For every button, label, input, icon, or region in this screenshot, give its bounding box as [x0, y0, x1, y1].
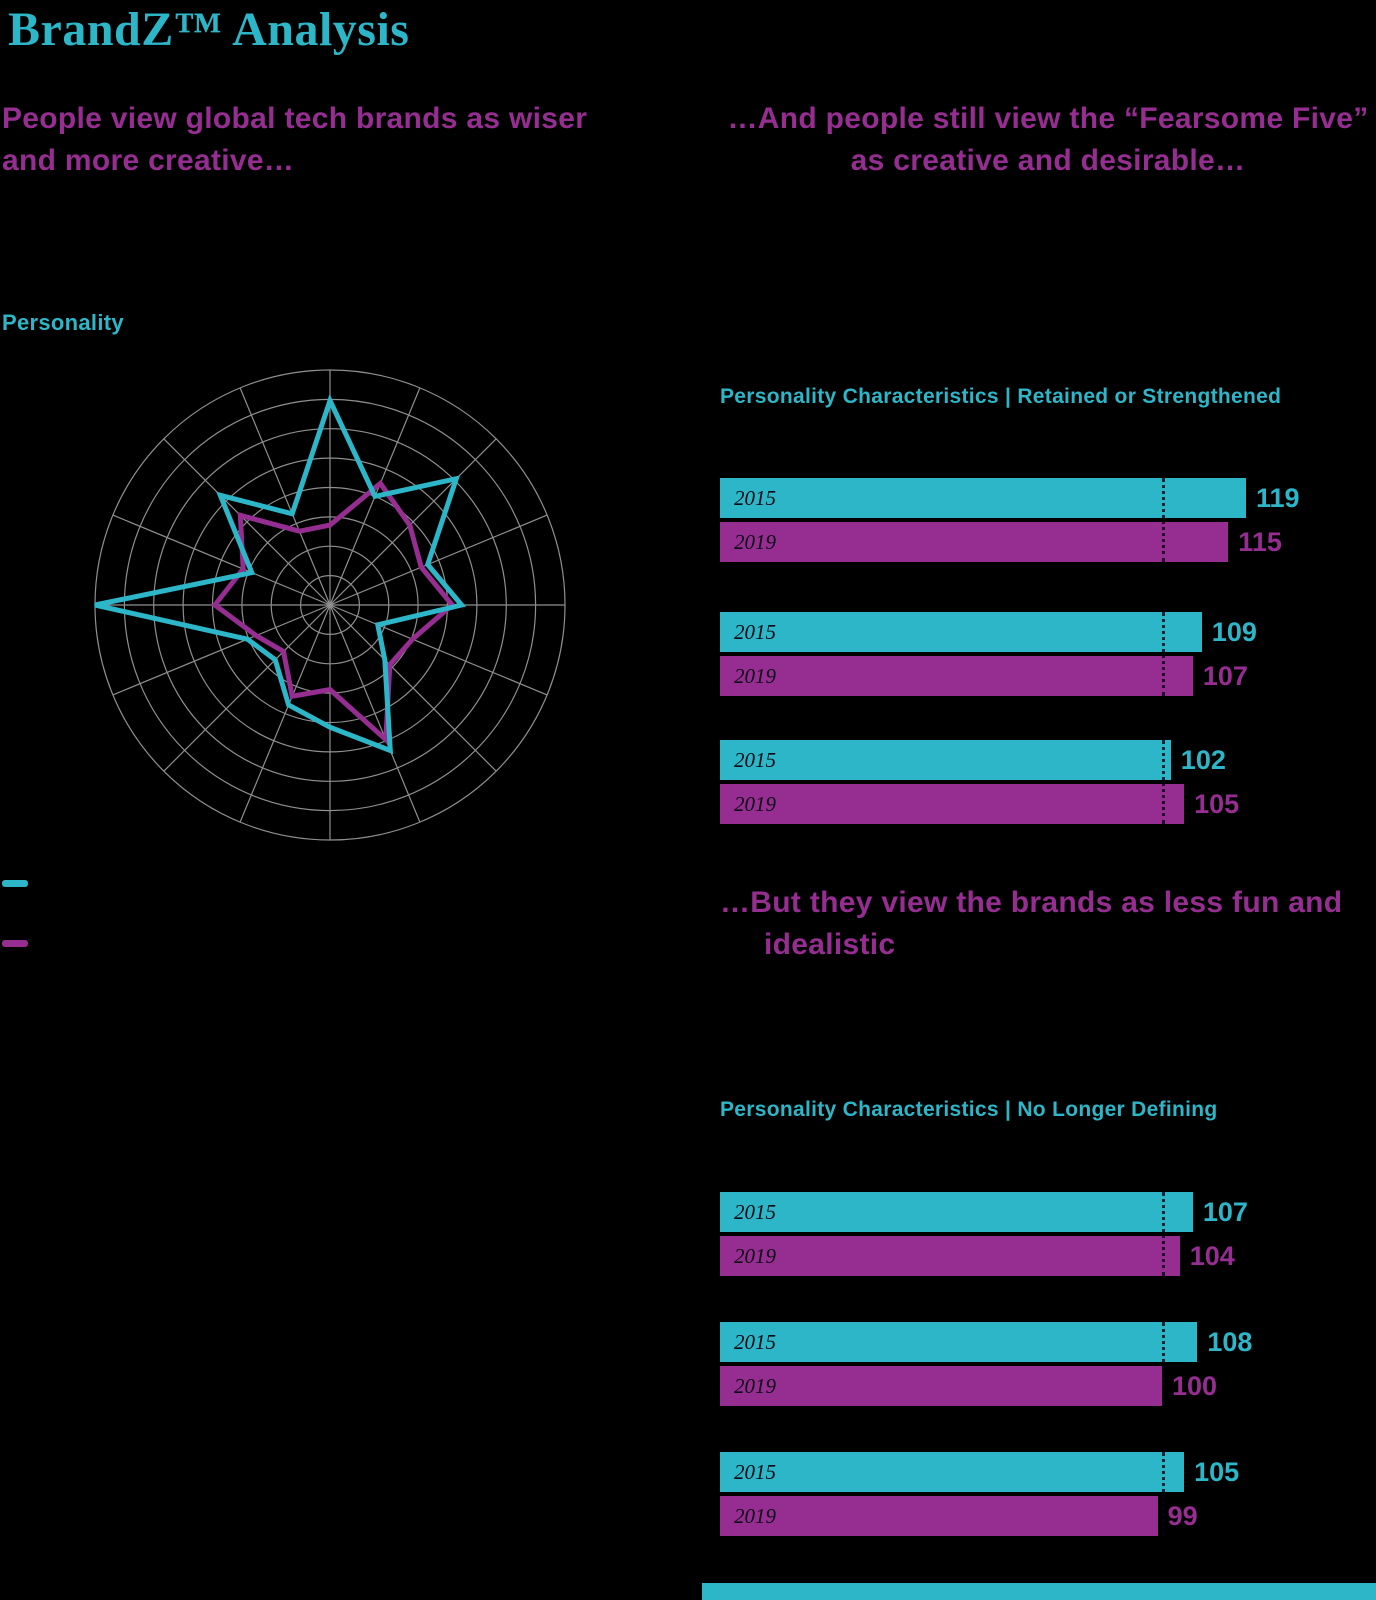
bar-group-retained-3: 2015 102 2019 105 [720, 740, 1376, 828]
bar-year-label: 2019 [734, 529, 776, 554]
bar-2019: 2019 [720, 1496, 1158, 1536]
bar-2015: 2015 [720, 1322, 1198, 1362]
radar-chart [94, 369, 566, 841]
legend-dash-2015 [2, 880, 28, 887]
right-heading-top: …And people still view the “Fearsome Fiv… [727, 102, 1369, 177]
radar-grid-spoke [329, 438, 497, 606]
bar-row: 2015 105 [720, 1452, 1376, 1492]
bar-year-label: 2015 [734, 1199, 776, 1224]
bar-year-label: 2015 [734, 619, 776, 644]
bar-row: 2015 102 [720, 740, 1376, 780]
bar-year-label: 2019 [734, 1373, 776, 1398]
bar-group-defining-2: 2015 108 2019 100 [720, 1322, 1376, 1410]
reference-line-100 [1162, 478, 1165, 562]
radar-series-2015 [94, 393, 467, 755]
bar-2019: 2019 [720, 1236, 1180, 1276]
bar-row: 2019 100 [720, 1366, 1376, 1406]
reference-line-100 [1162, 1322, 1165, 1406]
radar-grid-spoke [112, 604, 331, 696]
reference-line-100 [1162, 740, 1165, 824]
bar-value-label: 109 [1211, 616, 1257, 647]
bar-2015: 2015 [720, 740, 1171, 780]
left-heading: People view global tech brands as wiser … [2, 102, 588, 177]
bar-group-defining-1: 2015 107 2019 104 [720, 1192, 1376, 1280]
radar-grid-spoke [239, 387, 331, 606]
bar-row: 2015 107 [720, 1192, 1376, 1232]
footer-accent-bar [702, 1583, 1376, 1600]
radar-grid-spoke [329, 604, 548, 696]
bar-row: 2019 104 [720, 1236, 1376, 1276]
bar-value-label: 102 [1180, 744, 1226, 775]
bar-2019: 2019 [720, 522, 1229, 562]
reference-line-100 [1162, 1192, 1165, 1276]
reference-line-100 [1162, 1452, 1165, 1536]
bar-value-label: 100 [1172, 1370, 1218, 1401]
radar-title: Personality [2, 310, 124, 335]
radar-grid-spoke [239, 604, 331, 823]
bar-value-label: 99 [1167, 1500, 1198, 1531]
bar-value-label: 105 [1194, 1456, 1240, 1487]
page-title: BrandZ™ Analysis [8, 3, 410, 56]
radar-grid-spoke [329, 604, 497, 772]
legend-dash-2019 [2, 940, 28, 947]
bar-value-label: 105 [1194, 788, 1240, 819]
bar-year-label: 2019 [734, 663, 776, 688]
bar-2015: 2015 [720, 612, 1202, 652]
bar-year-label: 2015 [734, 1459, 776, 1484]
radar-grid-spoke [329, 514, 548, 606]
bar-2019: 2019 [720, 1366, 1162, 1406]
bar-row: 2015 119 [720, 478, 1376, 518]
reference-line-100 [1162, 612, 1165, 696]
bar-row: 2019 107 [720, 656, 1376, 696]
bar-group-retained-2: 2015 109 2019 107 [720, 612, 1376, 700]
bar-value-label: 107 [1202, 1196, 1248, 1227]
bar-year-label: 2015 [734, 485, 776, 510]
radar-grid-spoke [163, 438, 331, 606]
section-defining-label: Personality Characteristics | No Longer … [720, 1098, 1218, 1121]
bar-row: 2015 108 [720, 1322, 1376, 1362]
bar-value-label: 119 [1256, 482, 1300, 513]
bar-row: 2019 115 [720, 522, 1376, 562]
bar-year-label: 2015 [734, 1329, 776, 1354]
bar-value-label: 107 [1202, 660, 1248, 691]
bar-group-retained-1: 2015 119 2019 115 [720, 478, 1376, 566]
bar-group-defining-3: 2015 105 2019 99 [720, 1452, 1376, 1540]
bar-year-label: 2019 [734, 1243, 776, 1268]
bar-value-label: 104 [1189, 1240, 1235, 1271]
bar-row: 2019 105 [720, 784, 1376, 824]
bar-value-label: 115 [1238, 526, 1282, 557]
radar-grid-spoke [112, 514, 331, 606]
bar-row: 2015 109 [720, 612, 1376, 652]
bar-2015: 2015 [720, 1192, 1193, 1232]
radar-grid-spoke [163, 604, 331, 772]
bar-2015: 2015 [720, 478, 1246, 518]
right-heading-bottom: …But they view the brands as less fun an… [720, 886, 1343, 961]
radar-series-2019 [211, 479, 456, 745]
section-retained-label: Personality Characteristics | Retained o… [720, 385, 1282, 408]
bar-value-label: 108 [1207, 1326, 1253, 1357]
bar-row: 2019 99 [720, 1496, 1376, 1536]
radar-grid-spoke [329, 604, 421, 823]
bar-2019: 2019 [720, 784, 1185, 824]
bar-year-label: 2015 [734, 747, 776, 772]
bar-2015: 2015 [720, 1452, 1185, 1492]
bar-2019: 2019 [720, 656, 1193, 696]
bar-year-label: 2019 [734, 791, 776, 816]
bar-year-label: 2019 [734, 1503, 776, 1528]
